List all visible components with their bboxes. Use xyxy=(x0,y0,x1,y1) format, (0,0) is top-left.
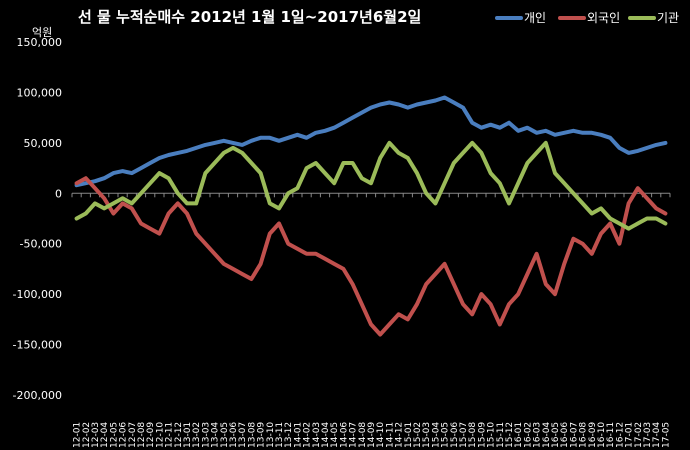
x-tick-label: 12-11 xyxy=(165,422,175,448)
x-tick-label: 12-01 xyxy=(73,422,83,448)
x-tick-label: 16-04 xyxy=(542,422,552,448)
unit-label: 억원 xyxy=(32,26,52,39)
y-tick-label: 100,000 xyxy=(17,86,63,99)
x-tick-label: 16-07 xyxy=(569,422,579,448)
x-tick-label: 13-05 xyxy=(220,422,230,448)
x-tick-label: 15-09 xyxy=(477,422,487,448)
series-layer xyxy=(74,95,668,337)
x-tick-label: 12-08 xyxy=(137,422,147,448)
x-tick-label: 13-09 xyxy=(257,422,267,448)
x-tick-label: 16-05 xyxy=(551,422,561,448)
x-tick-label: 14-12 xyxy=(395,422,405,448)
y-tick-label: 50,000 xyxy=(24,137,63,150)
x-tick-label: 14-08 xyxy=(358,422,368,448)
y-tick-label: -100,000 xyxy=(13,288,62,301)
x-tick-label: 15-11 xyxy=(496,422,506,448)
x-tick-label: 16-12 xyxy=(615,422,625,448)
x-tick-label: 16-11 xyxy=(606,422,616,448)
x-tick-label: 13-03 xyxy=(201,422,211,448)
chart-title: 선 물 누적순매수 2012년 1월 1일~2017년6월2일 xyxy=(78,8,421,26)
x-tick-label: 13-01 xyxy=(183,422,193,448)
x-tick-label: 15-01 xyxy=(404,422,414,448)
x-tick-label: 14-07 xyxy=(349,422,359,448)
x-tick-label: 17-04 xyxy=(652,422,662,448)
x-tick-label: 13-12 xyxy=(284,422,294,448)
y-tick-label: -50,000 xyxy=(20,238,62,251)
x-tick-label: 15-05 xyxy=(441,422,451,448)
x-tick-label: 13-04 xyxy=(211,422,221,448)
x-tick-label: 13-07 xyxy=(238,422,248,448)
x-tick-label: 16-10 xyxy=(597,422,607,448)
x-tick-label: 14-03 xyxy=(312,422,322,448)
x-tick-label: 16-03 xyxy=(533,422,543,448)
x-tick-label: 17-05 xyxy=(661,422,671,448)
series-1 xyxy=(74,176,668,337)
legend-label: 외국인 xyxy=(587,11,620,25)
x-tick-label: 12-03 xyxy=(91,422,101,448)
x-tick-label: 16-08 xyxy=(579,422,589,448)
x-tick-label: 12-06 xyxy=(119,422,129,448)
x-tick-label: 15-06 xyxy=(450,422,460,448)
y-tick-label: 0 xyxy=(55,187,62,200)
x-tick-label: 14-04 xyxy=(321,422,331,448)
x-tick-label: 14-01 xyxy=(293,422,303,448)
x-tick-label: 12-10 xyxy=(155,422,165,448)
x-tick-label: 13-10 xyxy=(266,422,276,448)
x-tick-label: 17-03 xyxy=(643,422,653,448)
y-tick-label: -150,000 xyxy=(13,339,62,352)
x-tick-label: 12-04 xyxy=(100,422,110,448)
x-tick-label: 17-01 xyxy=(625,422,635,448)
x-tick-label: 14-02 xyxy=(303,422,313,448)
x-tick-label: 14-06 xyxy=(339,422,349,448)
x-tick-label: 14-11 xyxy=(385,422,395,448)
x-tick-label: 12-09 xyxy=(146,422,156,448)
series-line-1 xyxy=(74,176,668,337)
x-tick-label: 12-07 xyxy=(128,422,138,448)
x-tick-label: 16-06 xyxy=(560,422,570,448)
x-axis: 12-01 12-02 12-03 12-04 12-05 12-06 12-07 12-08… xyxy=(71,192,671,448)
x-tick-label: 15-02 xyxy=(413,422,423,448)
x-tick-label: 13-11 xyxy=(275,422,285,448)
x-tick-label: 16-09 xyxy=(588,422,598,448)
x-tick-label: 12-02 xyxy=(82,422,92,448)
x-tick-label: 14-09 xyxy=(367,422,377,448)
x-tick-label: 13-02 xyxy=(192,422,202,448)
x-tick-label: 15-03 xyxy=(422,422,432,448)
x-tick-label: 15-07 xyxy=(459,422,469,448)
series-0 xyxy=(74,95,668,188)
x-tick-label: 15-04 xyxy=(431,422,441,448)
x-tick-label: 12-05 xyxy=(109,422,119,448)
y-tick-label: -200,000 xyxy=(13,389,62,402)
x-tick-label: 15-12 xyxy=(505,422,515,448)
x-tick-label: 16-01 xyxy=(514,422,524,448)
y-tick-label: 150,000 xyxy=(17,36,63,49)
x-tick-label: 16-02 xyxy=(523,422,533,448)
legend-label: 개인 xyxy=(524,11,546,25)
x-tick-label: 17-02 xyxy=(634,422,644,448)
legend-label: 기관 xyxy=(657,11,679,25)
legend: 개인 외국인 기관 xyxy=(495,11,679,25)
x-tick-label: 14-10 xyxy=(376,422,386,448)
x-tick-label: 13-06 xyxy=(229,422,239,448)
x-tick-label: 15-08 xyxy=(468,422,478,448)
y-axis: 150,000 100,000 50,000 0 -50,000 -100,000 -150… xyxy=(13,36,62,402)
series-2 xyxy=(74,140,668,231)
series-line-0 xyxy=(74,95,668,188)
x-tick-label: 13-08 xyxy=(247,422,257,448)
x-tick-label: 14-05 xyxy=(330,422,340,448)
x-tick-label: 12-12 xyxy=(174,422,184,448)
x-tick-label: 15-10 xyxy=(487,422,497,448)
